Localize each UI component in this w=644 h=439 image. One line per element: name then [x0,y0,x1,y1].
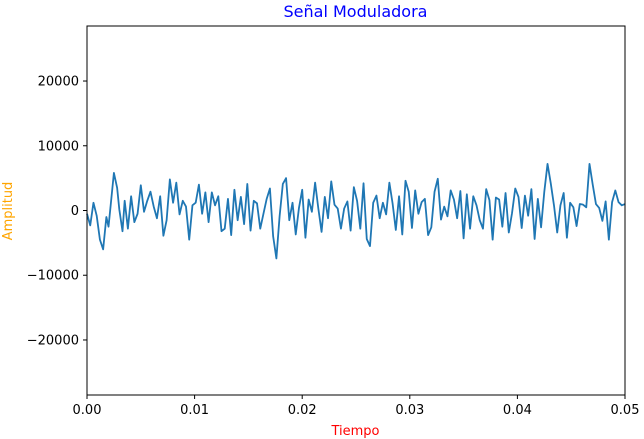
x-tick-label: 0.05 [611,403,640,418]
x-tick-label: 0.04 [503,403,532,418]
y-tick-label: 10000 [38,139,79,154]
y-axis: 20000 10000 0 −10000 −20000 [27,75,87,348]
series-line-0 [86,162,626,260]
y-tick-label: −10000 [27,269,79,284]
x-axis-title: Tiempo [330,424,379,439]
y-tick-label: 0 [71,204,79,219]
x-tick-label: 0.02 [288,403,317,418]
x-tick-label: 0.00 [73,403,102,418]
plot-frame [86,25,626,396]
x-axis: 0.00 0.01 0.02 0.03 0.04 0.05 [73,395,640,418]
x-tick-label: 0.03 [395,403,424,418]
y-axis-title: Amplitud [1,182,16,241]
chart-title: Señal Moduladora [284,2,428,21]
y-tick-label: 20000 [38,75,79,90]
plot-area [86,162,626,260]
y-tick-label: −20000 [27,333,79,348]
x-tick-label: 0.01 [180,403,209,418]
